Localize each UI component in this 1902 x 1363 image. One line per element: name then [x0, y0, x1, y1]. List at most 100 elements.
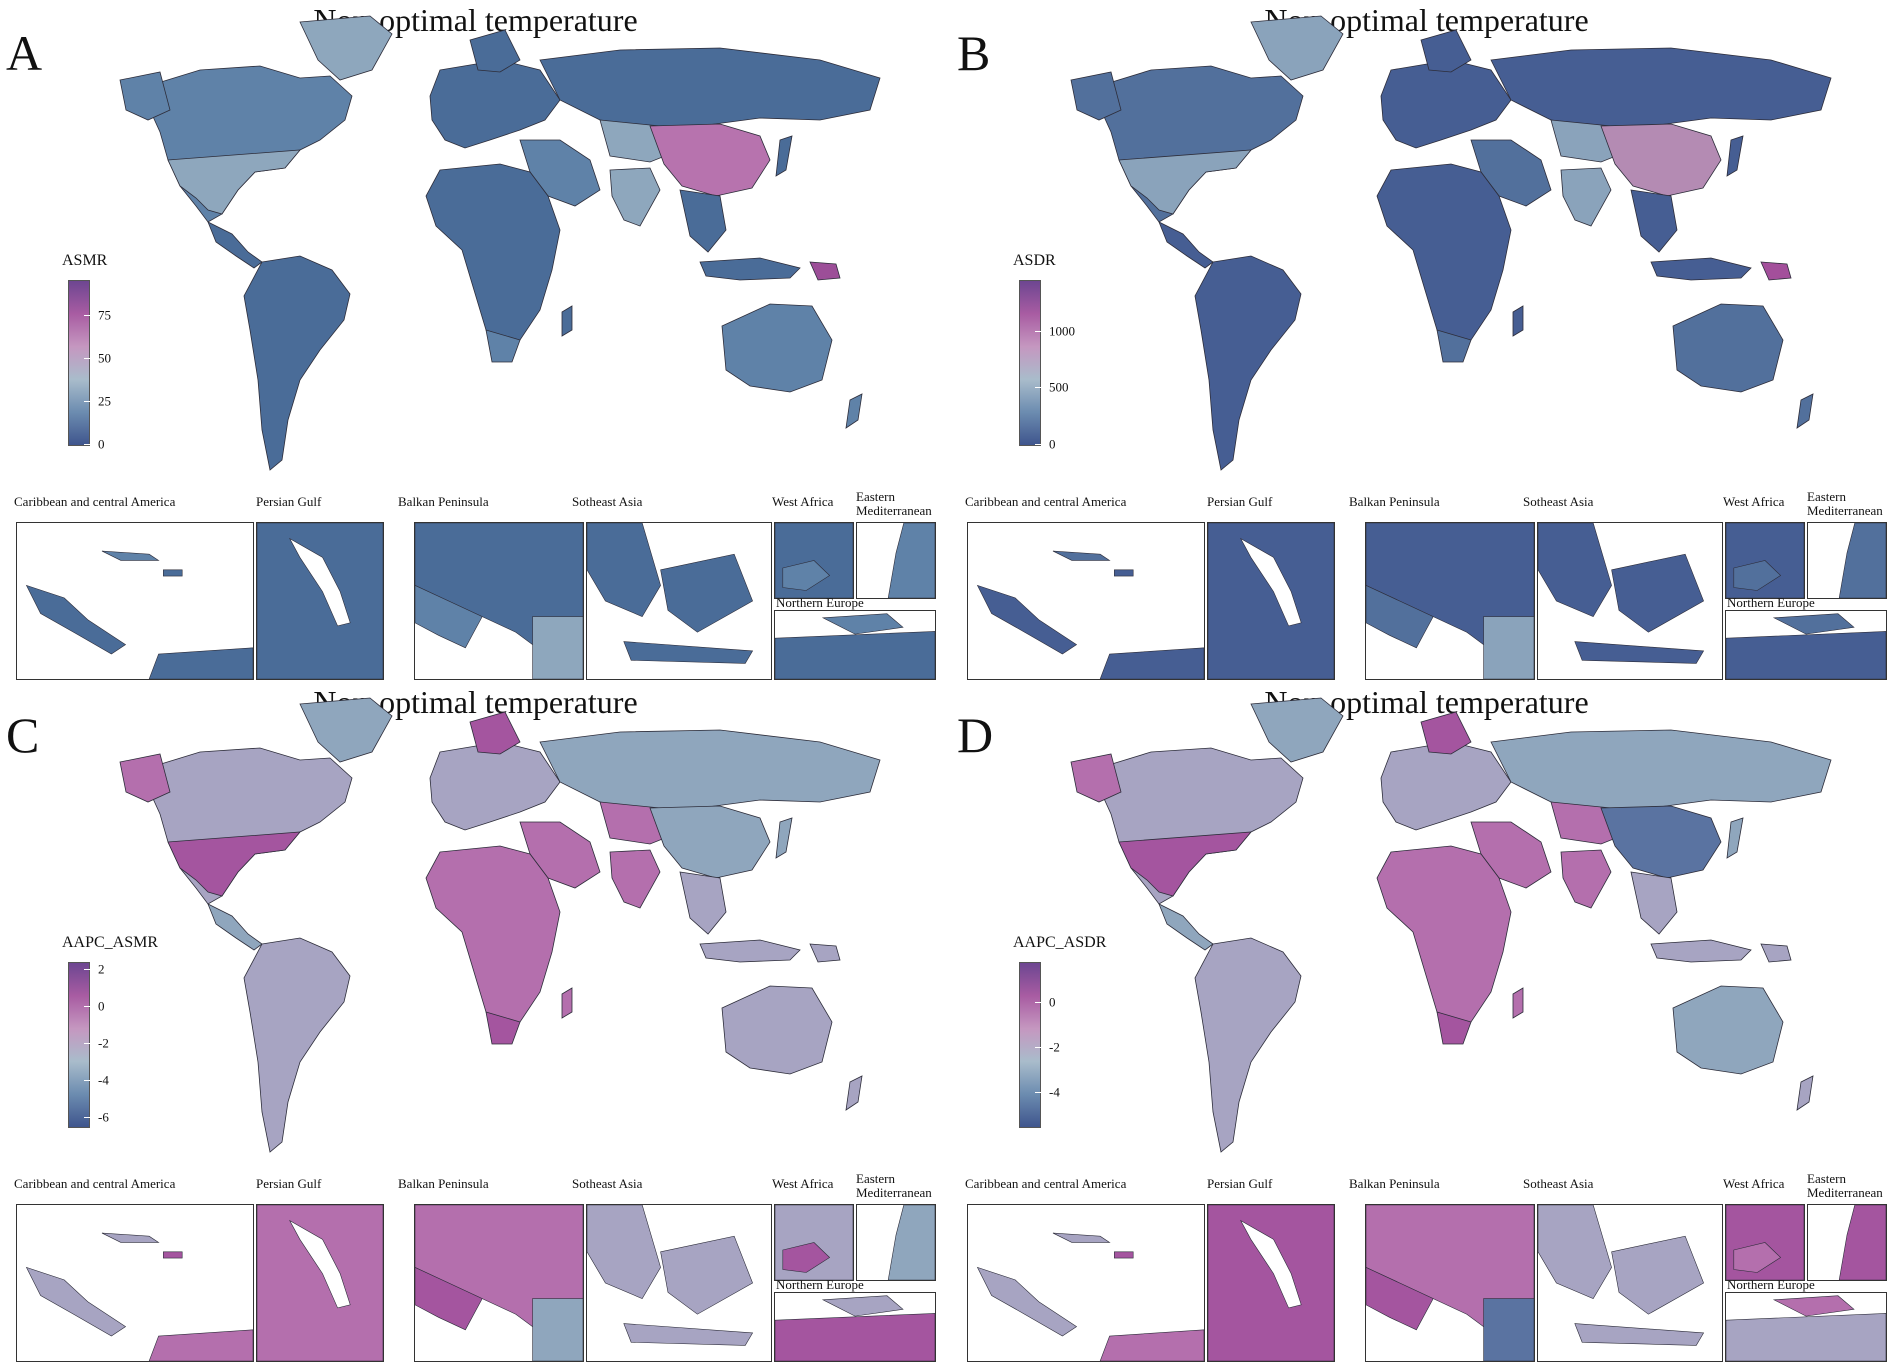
legend-tick-mark [84, 357, 90, 359]
inset-map-caribbean [16, 1204, 254, 1362]
inset-region [624, 1324, 753, 1346]
inset-region [1208, 1205, 1334, 1361]
inset-region [587, 523, 661, 617]
legend-tick-label: 25 [98, 393, 111, 409]
region-usa [167, 149, 301, 215]
legend-title: ASDR [1013, 252, 1056, 269]
inset-map-east-med [856, 1204, 936, 1281]
region-india [1560, 849, 1612, 909]
legend-tick-mark [84, 1116, 90, 1118]
legend-tick-label: -2 [98, 1035, 109, 1051]
map-panel-b: B Non-optimal temperature ASDR 1000 500 0 … [951, 0, 1902, 681]
region-madagascar [561, 987, 573, 1019]
legend-tick-mark [1035, 444, 1041, 445]
region-png [1760, 943, 1792, 963]
inset-map-southeast-asia [586, 522, 772, 680]
inset-label-northern-europe: Northern Europe [1727, 1277, 1815, 1292]
region-europe [429, 59, 561, 149]
inset-map-persian-gulf [1207, 522, 1335, 680]
region-new-zealand [1796, 1075, 1814, 1111]
inset-label-balkan: Balkan Peninsula [1349, 1176, 1440, 1191]
region-japan [1726, 817, 1744, 859]
region-russia [1490, 47, 1832, 129]
region-madagascar [1512, 987, 1524, 1019]
region-central-america [207, 221, 263, 269]
region-se-asia [1630, 189, 1678, 253]
legend-tick-mark [84, 1006, 90, 1008]
inset-region [1839, 523, 1886, 598]
legend-tick-mark [1035, 1047, 1041, 1049]
region-central-america [207, 903, 263, 951]
map-panel-c: C Non-optimal temperature AAPC_ASMR 2 0 -2… [0, 682, 951, 1363]
region-europe [1380, 741, 1512, 831]
legend-tick-mark [1035, 387, 1041, 389]
region-usa [167, 831, 301, 897]
inset-label-caribbean: Caribbean and central America [965, 494, 1127, 509]
inset-label-northern-europe: Northern Europe [776, 595, 864, 610]
region-greenland [1250, 697, 1344, 763]
region-south-america [1194, 255, 1302, 471]
region-china [649, 123, 771, 197]
region-russia [1490, 729, 1832, 811]
inset-region [1774, 614, 1854, 634]
region-china [1600, 805, 1722, 879]
world-map [119, 15, 881, 471]
region-alaska [119, 71, 171, 121]
inset-label-northern-europe: Northern Europe [1727, 595, 1815, 610]
inset-label-persian-gulf: Persian Gulf [1207, 494, 1273, 509]
legend-tick-mark [84, 969, 90, 971]
region-indonesia [699, 257, 801, 281]
inset-region [1366, 1267, 1433, 1329]
region-north-america [1098, 747, 1304, 905]
region-alaska [1070, 753, 1122, 803]
inset-region [1053, 1233, 1110, 1242]
inset-region [888, 523, 935, 598]
inset-map-caribbean [967, 1204, 1205, 1362]
region-usa [1118, 831, 1252, 897]
region-australia [721, 985, 833, 1075]
region-se-asia [679, 189, 727, 253]
inset-region [1538, 523, 1612, 617]
region-japan [775, 135, 793, 177]
inset-region [290, 1221, 350, 1308]
inset-region [823, 614, 903, 634]
region-indonesia [699, 939, 801, 963]
inset-region [661, 554, 753, 632]
region-madagascar [561, 305, 573, 337]
inset-label-southeast-asia: Sotheast Asia [572, 494, 643, 509]
inset-region [1241, 1221, 1301, 1308]
inset-map-southeast-asia [1537, 522, 1723, 680]
legend-tick-label: -6 [98, 1109, 109, 1125]
region-south-america [1194, 937, 1302, 1153]
region-southern-africa [485, 329, 521, 363]
region-png [809, 943, 841, 963]
legend-tick-mark [84, 1079, 90, 1081]
inset-map-balkan [414, 522, 584, 680]
inset-map-persian-gulf [256, 522, 384, 680]
legend-tick-mark [1035, 330, 1041, 332]
inset-region [888, 1205, 935, 1280]
legend-tick-mark [84, 1043, 90, 1045]
inset-region [1726, 631, 1886, 679]
color-legend: ASDR 1000 500 0 [1013, 252, 1123, 452]
inset-region [1612, 554, 1704, 632]
inset-region [257, 523, 383, 679]
inset-label-caribbean: Caribbean and central America [14, 1176, 176, 1191]
inset-region [102, 551, 159, 560]
region-india [1560, 167, 1612, 227]
region-scandinavia [469, 711, 521, 755]
inset-region [1100, 1330, 1204, 1361]
region-africa [1376, 163, 1512, 351]
region-china [649, 805, 771, 879]
inset-map-caribbean [967, 522, 1205, 680]
inset-region [290, 539, 350, 626]
inset-label-balkan: Balkan Peninsula [398, 494, 489, 509]
region-china [1600, 123, 1722, 197]
inset-region [1774, 1296, 1854, 1316]
inset-map-balkan [414, 1204, 584, 1362]
region-alaska [1070, 71, 1122, 121]
region-indonesia [1650, 257, 1752, 281]
region-madagascar [1512, 305, 1524, 337]
region-africa [425, 845, 561, 1033]
inset-label-west-africa: West Africa [1723, 494, 1785, 509]
